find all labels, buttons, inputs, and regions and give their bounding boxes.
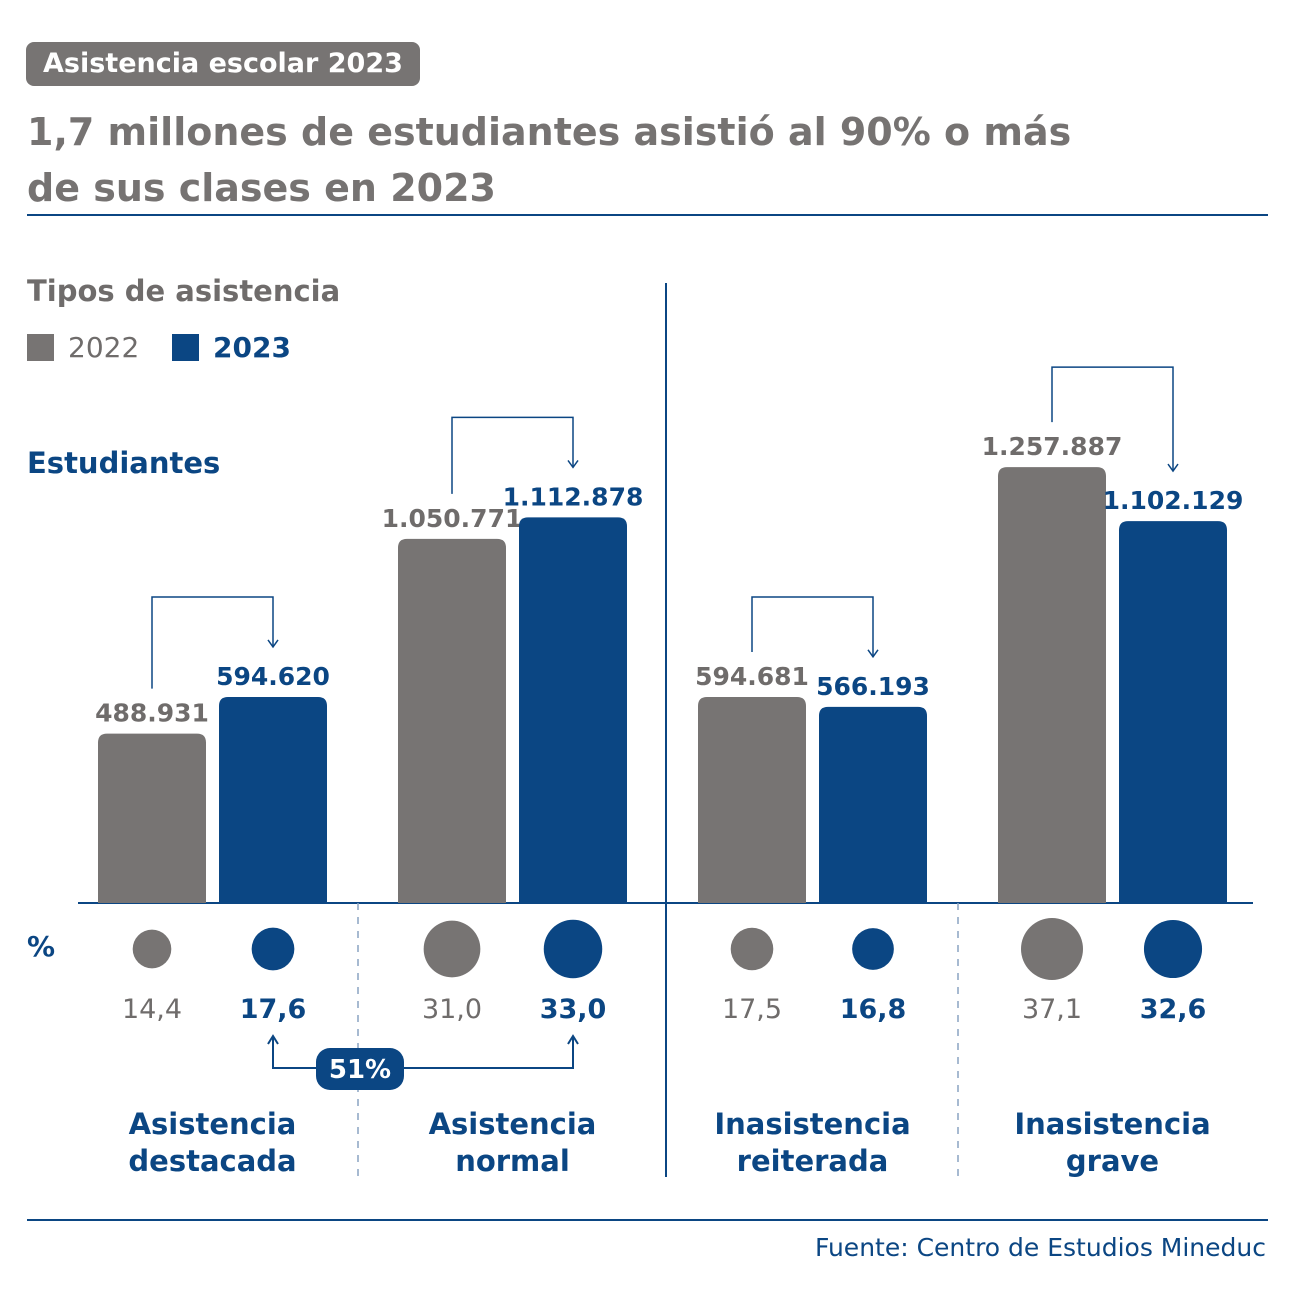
legend-label-2023: 2023 [213,331,291,364]
change-connector-4 [1051,366,1174,472]
sum-badge-label: 51% [329,1055,391,1085]
percent-label-2023-2: 33,0 [540,994,607,1025]
bottom-rule [27,1219,1268,1221]
category-label-4-line-1: Inasistencia [1014,1107,1210,1141]
percent-label-2023-3: 16,8 [840,994,907,1025]
change-connector-2 [451,416,574,494]
category-label-1-line-2: destacada [128,1144,296,1178]
sum-bracket [272,1038,574,1069]
title-line-1: 1,7 millones de estudiantes asistió al 9… [27,110,1072,154]
percent-circle-2022-1 [132,929,172,969]
category-label-2-line-2: normal [455,1144,570,1178]
value-label-2022-4: 1.257.887 [982,432,1123,461]
value-label-2023-1: 594.620 [216,662,330,691]
bar-2023-3 [819,706,927,903]
percent-label-2023-4: 32,6 [1140,994,1207,1025]
bar-2022-3 [698,696,806,903]
sum-arrowhead-2 [567,1034,579,1045]
change-arrowhead-2 [567,459,579,469]
bar-2022-2 [398,538,506,903]
bar-2023-4 [1119,521,1227,903]
bar-2023-2 [519,517,627,903]
bar-2022-1 [98,733,206,903]
legend-item-2023: 2023 [172,331,291,364]
change-arrowhead-3 [867,649,879,659]
percent-label-2022-3: 17,5 [722,994,782,1025]
bar-2022-4 [998,467,1106,903]
legend-label-2022: 2022 [68,331,140,364]
category-label-2-line-1: Asistencia [429,1107,597,1141]
percent-row-label: % [27,930,56,963]
percent-label-2022-1: 14,4 [122,994,182,1025]
value-label-2023-4: 1.102.129 [1103,486,1244,515]
percent-circle-2022-4 [1021,918,1083,980]
percent-circle-2023-3 [852,928,894,970]
legend-swatch-2022 [27,334,54,361]
percent-circle-2022-3 [730,927,774,971]
change-arrowhead-1 [267,639,279,649]
value-label-2023-3: 566.193 [816,672,930,701]
sum-badge [316,1048,404,1090]
category-label-3-line-1: Inasistencia [714,1107,910,1141]
value-label-2022-1: 488.931 [95,699,209,728]
value-label-2022-2: 1.050.771 [382,504,523,533]
legend-item-2022: 2022 [27,331,139,364]
source-note: Fuente: Centro de Estudios Mineduc [814,1233,1266,1262]
bar-2023-1 [219,696,327,903]
title-line-2: de sus clases en 2023 [27,166,496,210]
category-label-1-line-1: Asistencia [129,1107,297,1141]
percent-label-2022-2: 31,0 [422,994,482,1025]
section-badge: Asistencia escolar 2023 [26,42,420,86]
percent-circle-2022-2 [423,920,481,978]
legend-swatch-2023 [172,334,199,361]
sum-arrowhead-1 [267,1034,279,1045]
value-label-2022-3: 594.681 [695,662,809,691]
y-axis-label: Estudiantes [27,446,221,480]
percent-label-2022-4: 37,1 [1022,994,1082,1025]
percent-circle-2023-1 [251,927,295,971]
percent-circle-2023-2 [543,919,603,979]
percent-label-2023-1: 17,6 [240,994,307,1025]
change-connector-1 [151,596,274,689]
top-rule [27,214,1268,216]
section-heading: Tipos de asistencia [27,274,341,308]
change-arrowhead-4 [1167,463,1179,473]
change-connector-3 [751,596,874,657]
page-title: 1,7 millones de estudiantes asistió al 9… [27,104,1247,216]
category-label-3-line-2: reiterada [737,1144,889,1178]
percent-circle-2023-4 [1143,919,1203,979]
category-label-4-line-2: grave [1066,1144,1159,1178]
value-label-2023-2: 1.112.878 [503,482,644,511]
